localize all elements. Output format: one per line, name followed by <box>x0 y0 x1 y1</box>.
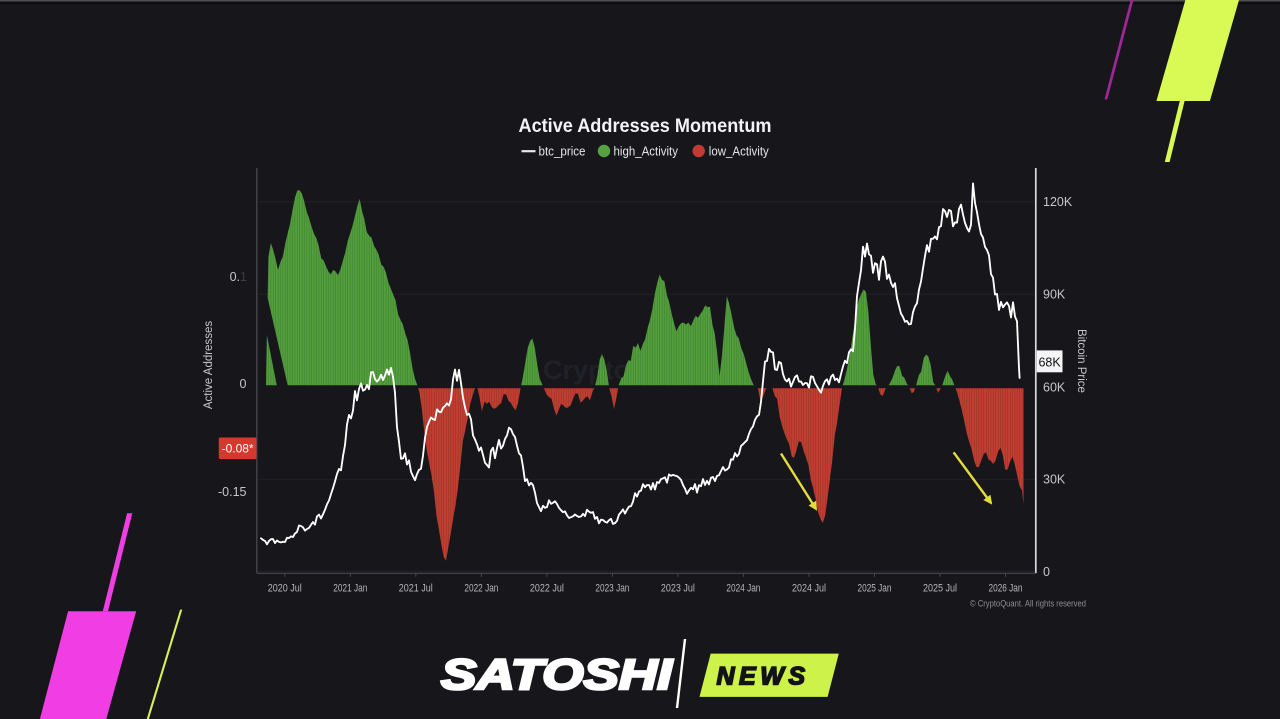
svg-text:0: 0 <box>240 377 247 391</box>
svg-text:© CryptoQuant. All rights rese: © CryptoQuant. All rights reserved <box>970 599 1086 609</box>
svg-text:-0.15: -0.15 <box>218 485 247 499</box>
svg-text:Active Addresses Momentum: Active Addresses Momentum <box>519 115 772 137</box>
svg-text:2022 Jan: 2022 Jan <box>464 583 498 595</box>
svg-text:2020 Jul: 2020 Jul <box>268 583 302 595</box>
svg-text:2023 Jul: 2023 Jul <box>661 583 695 595</box>
svg-text:NEWS: NEWS <box>717 663 810 691</box>
svg-text:120K: 120K <box>1043 195 1073 209</box>
svg-text:low_Activity: low_Activity <box>709 144 769 159</box>
svg-text:2024 Jul: 2024 Jul <box>792 583 826 595</box>
svg-text:2021 Jan: 2021 Jan <box>333 583 367 595</box>
svg-text:-0.08*: -0.08* <box>222 442 254 456</box>
svg-text:2026 Jan: 2026 Jan <box>989 583 1023 595</box>
svg-text:0.1: 0.1 <box>230 270 247 284</box>
svg-text:high_Activity: high_Activity <box>614 144 679 159</box>
svg-text:30K: 30K <box>1043 473 1066 487</box>
svg-text:2024 Jan: 2024 Jan <box>726 583 760 595</box>
svg-text:2025 Jul: 2025 Jul <box>923 583 957 595</box>
svg-text:Bitcoin Price: Bitcoin Price <box>1075 329 1087 393</box>
svg-text:SATOSHI: SATOSHI <box>441 651 673 699</box>
svg-text:2023 Jan: 2023 Jan <box>595 583 629 595</box>
svg-text:90K: 90K <box>1043 288 1066 302</box>
svg-text:0: 0 <box>1043 565 1050 579</box>
svg-text:2025 Jan: 2025 Jan <box>858 583 892 595</box>
svg-text:60K: 60K <box>1043 381 1066 395</box>
svg-text:68K: 68K <box>1038 356 1061 370</box>
svg-text:btc_price: btc_price <box>539 144 586 159</box>
svg-text:2022 Jul: 2022 Jul <box>530 583 564 595</box>
svg-text:2021 Jul: 2021 Jul <box>399 583 433 595</box>
svg-text:Active Addresses: Active Addresses <box>203 321 215 409</box>
